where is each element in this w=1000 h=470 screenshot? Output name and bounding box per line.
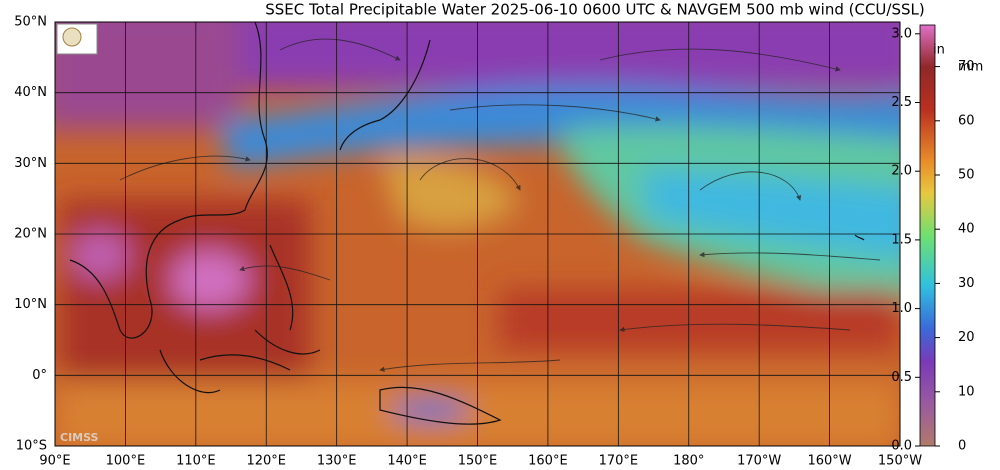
lon-label: 160°E — [528, 454, 568, 469]
colorbar-in-label: 0.5 — [891, 370, 912, 385]
colorbar-in-label: 1.0 — [891, 301, 912, 316]
title: SSEC Total Precipitable Water 2025-06-10… — [265, 1, 924, 19]
colorbar-mm-label: 30 — [958, 276, 975, 291]
lat-label: 50°N — [14, 15, 47, 30]
lat-label: 0° — [32, 368, 47, 383]
lon-label: 170°E — [599, 454, 639, 469]
watermark: CIMSS — [60, 431, 99, 444]
colorbar-in-label: 2.5 — [891, 95, 912, 110]
colorbar-mm-label: 10 — [958, 384, 975, 399]
lon-label: 150°E — [458, 454, 498, 469]
lon-label: 180° — [673, 454, 704, 469]
colorbar-in-label: 2.0 — [891, 164, 912, 179]
lon-label: 170°W — [737, 454, 781, 469]
lat-label: 30°N — [14, 156, 47, 171]
colorbar-mm-label: 70 — [958, 59, 975, 74]
colorbar-unit-mm: mm — [958, 60, 983, 75]
colorbar-mm-label: 50 — [958, 168, 975, 183]
map-field — [55, 22, 900, 446]
colorbar-mm-label: 0 — [958, 439, 966, 454]
lon-label: 90°E — [39, 454, 70, 469]
map-frame — [54, 21, 901, 447]
colorbar-in-label: 1.5 — [891, 232, 912, 247]
lat-label: 10°S — [16, 439, 47, 454]
lon-label: 150°W — [878, 454, 922, 469]
coastlines — [69, 22, 865, 425]
colorbar — [919, 24, 936, 447]
colorbar-in-label: 3.0 — [891, 26, 912, 41]
lon-label: 160°W — [807, 454, 851, 469]
colorbar-mm-label: 60 — [958, 113, 975, 128]
lon-label: 100°E — [106, 454, 146, 469]
graticule — [55, 22, 900, 446]
lon-label: 130°E — [317, 454, 357, 469]
lat-label: 40°N — [14, 85, 47, 100]
logo-emblem — [62, 27, 82, 47]
colorbar-unit-in: in — [933, 43, 945, 58]
labels: 50°N 40°N 30°N 20°N 10°N 0° 10°S90°E 100°E 110°E… — [14, 15, 974, 469]
colorbar-mm-label: 40 — [958, 222, 975, 237]
lat-label: 20°N — [14, 227, 47, 242]
lon-label: 120°E — [246, 454, 286, 469]
lon-label: 140°E — [387, 454, 427, 469]
lat-label: 10°N — [14, 297, 47, 312]
colorbar-in-label: 0.0 — [891, 439, 912, 454]
lon-label: 110°E — [176, 454, 216, 469]
colorbar-mm-label: 20 — [958, 330, 975, 345]
wind-streamlines — [119, 38, 881, 372]
